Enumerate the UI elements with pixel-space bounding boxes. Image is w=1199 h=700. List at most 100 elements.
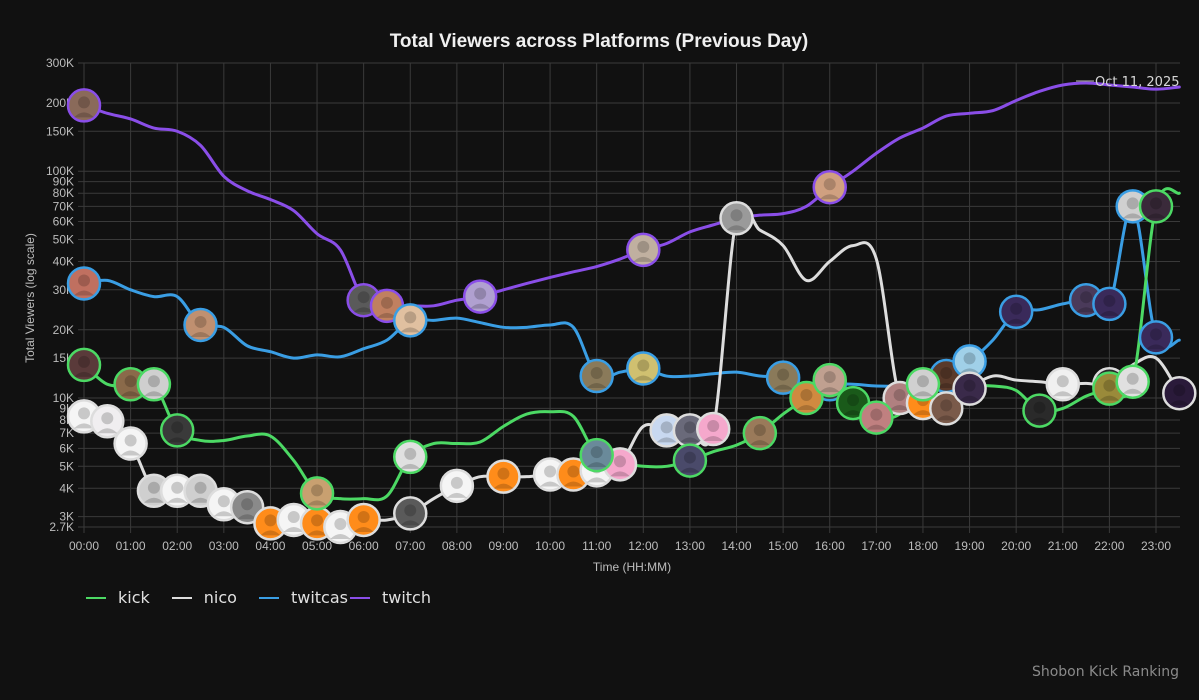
avatar-head-icon: [194, 315, 207, 328]
avatar-head-icon: [1173, 384, 1186, 397]
legend-item-twitch[interactable]: twitch: [349, 588, 431, 607]
nico-avatar-marker[interactable]: [532, 457, 568, 492]
kick-avatar-marker[interactable]: [672, 443, 708, 478]
avatar-head-icon: [264, 514, 277, 527]
avatar-shoulders-icon: [307, 530, 328, 536]
avatar-shoulders-icon: [1146, 344, 1166, 350]
avatar-shoulders-icon: [796, 405, 817, 411]
twitcas-avatar-marker[interactable]: [393, 303, 428, 338]
nico-avatar-marker[interactable]: [113, 426, 148, 461]
twitcas-avatar-marker[interactable]: [1115, 189, 1150, 224]
kick-avatar-marker[interactable]: [1138, 189, 1174, 224]
avatar-shoulders-icon: [633, 256, 654, 262]
nico-avatar-marker[interactable]: [649, 413, 684, 448]
avatar-head-icon: [241, 498, 254, 511]
kick-avatar-marker[interactable]: [812, 362, 847, 398]
nico-avatar-marker[interactable]: [90, 403, 125, 439]
twitcas-avatar-marker[interactable]: [66, 266, 102, 301]
avatar-head-icon: [334, 518, 347, 530]
nico-avatar-marker[interactable]: [695, 411, 731, 447]
avatar-head-icon: [1150, 197, 1162, 210]
avatar-head-icon: [637, 240, 650, 253]
avatar-head-icon: [311, 484, 324, 497]
nico-avatar-marker[interactable]: [486, 459, 521, 494]
nico-avatar-marker[interactable]: [439, 468, 475, 504]
nico-avatar-marker[interactable]: [1162, 375, 1197, 411]
twitch-avatar-marker[interactable]: [812, 169, 847, 205]
kick-avatar-marker[interactable]: [299, 476, 335, 511]
avatar-head-icon: [474, 287, 487, 300]
avatar-head-icon: [870, 408, 883, 421]
legend-swatch-twitch: [349, 596, 370, 599]
y-tick-label: 60K: [53, 215, 74, 229]
avatar-circle: [695, 411, 731, 447]
avatar-head-icon: [544, 465, 557, 478]
nico-avatar-marker[interactable]: [159, 473, 195, 509]
kick-avatar-marker[interactable]: [159, 413, 195, 448]
legend-item-nico[interactable]: nico: [171, 588, 237, 607]
twitcas-avatar-marker[interactable]: [626, 351, 661, 386]
kick-avatar-marker[interactable]: [905, 367, 941, 402]
kick-avatar-marker[interactable]: [859, 400, 894, 435]
x-tick-label: 23:00: [1141, 539, 1171, 553]
legend-item-kick[interactable]: kick: [86, 588, 150, 607]
avatar-circle: [90, 403, 125, 439]
avatar-shoulders-icon: [307, 500, 328, 506]
nico-avatar-marker[interactable]: [1045, 367, 1081, 402]
kick-avatar-marker[interactable]: [742, 415, 778, 451]
twitcas-avatar-marker[interactable]: [1138, 320, 1174, 355]
x-tick-label: 22:00: [1094, 539, 1124, 553]
avatar-head-icon: [287, 510, 300, 523]
nico-avatar-marker[interactable]: [393, 496, 428, 531]
avatar-shoulders-icon: [493, 483, 514, 489]
avatar-shoulders-icon: [1076, 307, 1097, 313]
legend-label-nico: nico: [203, 588, 237, 607]
avatar-circle: [346, 502, 381, 538]
x-tick-label: 14:00: [722, 539, 752, 553]
avatar-head-icon: [1103, 379, 1116, 392]
y-tick-label: 2.7K: [49, 520, 74, 534]
legend-item-twitcas[interactable]: twitcas: [258, 588, 348, 607]
avatar-head-icon: [590, 367, 603, 380]
twitch-avatar-marker[interactable]: [462, 279, 498, 314]
x-tick-label: 15:00: [768, 539, 798, 553]
twitch-avatar-marker[interactable]: [66, 88, 102, 123]
kick-avatar-marker[interactable]: [789, 380, 824, 416]
twitcas-avatar-marker[interactable]: [579, 358, 614, 394]
avatar-shoulders-icon: [1146, 213, 1166, 219]
twitcas-avatar-marker[interactable]: [765, 360, 801, 395]
avatar-head-icon: [1126, 197, 1139, 210]
nico-avatar-marker[interactable]: [719, 201, 754, 236]
y-tick-label: 50K: [53, 232, 74, 246]
nico-avatar-marker[interactable]: [929, 391, 964, 426]
kick-avatar-marker[interactable]: [1022, 393, 1057, 428]
kick-avatar-marker[interactable]: [66, 347, 102, 383]
avatar-circle: [136, 367, 172, 402]
kick-avatar-marker[interactable]: [393, 439, 428, 475]
avatar-circle: [812, 169, 847, 205]
avatar-head-icon: [357, 510, 370, 523]
nico-avatar-marker[interactable]: [952, 371, 987, 406]
avatar-circle: [1162, 375, 1197, 411]
avatar-circle: [393, 439, 428, 475]
avatar-shoulders-icon: [959, 395, 980, 401]
avatar-circle: [1115, 364, 1150, 399]
avatar-shoulders-icon: [1099, 310, 1120, 316]
y-tick-label: 5K: [59, 459, 74, 473]
nico-avatar-marker[interactable]: [229, 489, 265, 525]
kick-avatar-marker[interactable]: [579, 437, 614, 473]
twitcas-avatar-marker[interactable]: [1092, 286, 1127, 322]
kick-avatar-marker[interactable]: [136, 367, 172, 402]
x-tick-label: 19:00: [955, 539, 985, 553]
nico-avatar-marker[interactable]: [346, 502, 381, 538]
twitch-avatar-marker[interactable]: [626, 232, 661, 268]
x-tick-label: 05:00: [302, 539, 332, 553]
avatar-circle: [626, 351, 661, 386]
avatar-shoulders-icon: [330, 534, 351, 539]
avatar-head-icon: [497, 467, 510, 480]
twitcas-avatar-marker[interactable]: [183, 307, 218, 343]
avatar-circle: [299, 476, 335, 511]
y-tick-label: 3K: [59, 510, 74, 524]
kick-avatar-marker[interactable]: [1115, 364, 1150, 399]
twitcas-avatar-marker[interactable]: [998, 294, 1034, 330]
